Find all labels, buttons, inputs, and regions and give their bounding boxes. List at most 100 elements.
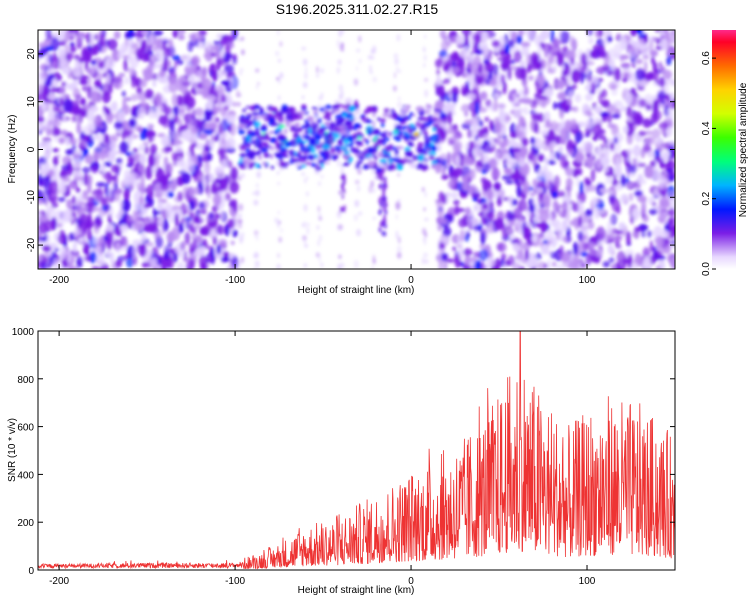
- heatmap-cell: [239, 157, 244, 163]
- heatmap-cell: [185, 54, 192, 68]
- heatmap-cell: [585, 253, 592, 266]
- heatmap-cell: [277, 30, 280, 36]
- heatmap-cell: [193, 172, 198, 183]
- heatmap-cell: [655, 236, 664, 250]
- heatmap-cell: [532, 178, 538, 188]
- heatmap-cell: [641, 231, 647, 238]
- heatmap-cell: [150, 143, 158, 156]
- heatmap-cell: [253, 251, 259, 259]
- heatmap-cell: [650, 160, 656, 168]
- heatmap-cell: [440, 39, 449, 52]
- heatmap-cell: [423, 236, 427, 246]
- heatmap-cell: [382, 149, 387, 155]
- heatmap-cell: [470, 192, 481, 198]
- heatmap-cell: [341, 47, 344, 52]
- heatmap-cell: [580, 71, 585, 84]
- heatmap-cell: [402, 115, 408, 122]
- heatmap-cell: [230, 166, 239, 181]
- heatmap-cell: [38, 254, 44, 261]
- heatmap-cell: [99, 124, 105, 129]
- heatmap-cell: [334, 100, 340, 103]
- heatmap-cell: [411, 155, 418, 159]
- heatmap-cell: [534, 79, 539, 88]
- heatmap-cell: [649, 240, 654, 253]
- heatmap-cell: [439, 110, 445, 120]
- heatmap-cell: [526, 30, 535, 42]
- heatmap-cell: [607, 123, 616, 129]
- heatmap-cell: [470, 217, 479, 224]
- heatmap-cell: [474, 101, 480, 116]
- heatmap-cell: [538, 236, 548, 241]
- heatmap-cell: [620, 174, 626, 188]
- heatmap-cell: [424, 191, 427, 198]
- heatmap-cell: [614, 239, 621, 249]
- heatmap-cell: [595, 226, 606, 241]
- heatmap-cell: [79, 131, 86, 140]
- heatmap-cell: [556, 53, 565, 67]
- heatmap-cell: [340, 133, 346, 140]
- heatmap-cell: [144, 241, 154, 247]
- heatmap-cell: [474, 134, 479, 142]
- heatmap-cell: [83, 204, 88, 213]
- heatmap-cell: [244, 125, 249, 130]
- heatmap-cell: [585, 133, 589, 138]
- heatmap-cell: [423, 77, 429, 82]
- heatmap-cell: [101, 205, 108, 212]
- heatmap-cell: [227, 114, 236, 124]
- heatmap-cell: [291, 116, 299, 121]
- heatmap-cell: [134, 33, 144, 38]
- heatmap-cell: [75, 187, 81, 194]
- heatmap-cell: [276, 263, 281, 269]
- heatmap-cell: [521, 137, 529, 147]
- heatmap-cell: [240, 256, 245, 264]
- heatmap-cell: [307, 115, 314, 122]
- heatmap-cell: [211, 69, 218, 81]
- heatmap-cell: [397, 96, 401, 101]
- heatmap-cell: [652, 61, 658, 73]
- heatmap-cell: [254, 162, 259, 169]
- heatmap-cell: [232, 229, 238, 238]
- heatmap-cell: [167, 162, 173, 174]
- heatmap-cell: [436, 84, 445, 97]
- heatmap-cell: [305, 191, 309, 197]
- heatmap-cell: [476, 128, 485, 139]
- heatmap-cell: [670, 78, 675, 87]
- heatmap-cell: [230, 240, 235, 245]
- heatmap-cell: [465, 207, 471, 215]
- heatmap-cell: [343, 139, 348, 145]
- heatmap-cell: [587, 184, 597, 192]
- heatmap-cell: [154, 92, 162, 105]
- heatmap-cell: [174, 145, 183, 153]
- heatmap-cell: [422, 252, 429, 258]
- heatmap-cell: [430, 145, 438, 152]
- heatmap-cell: [136, 86, 143, 94]
- heatmap-cell: [429, 155, 436, 161]
- heatmap-cell: [414, 121, 422, 128]
- heatmap-cell: [529, 192, 536, 197]
- heatmap-cell: [206, 186, 212, 200]
- heatmap-cell: [486, 188, 494, 200]
- heatmap-cell: [305, 149, 311, 153]
- heatmap-cell: [91, 266, 101, 269]
- heatmap-cell: [285, 114, 294, 121]
- heatmap-cell: [494, 123, 502, 134]
- heatmap-cell: [316, 66, 319, 74]
- heatmap-cell: [255, 130, 259, 135]
- heatmap-cell: [213, 135, 220, 142]
- heatmap-cell: [279, 118, 283, 123]
- heatmap-cell: [462, 180, 469, 192]
- heatmap-cell: [40, 262, 48, 269]
- heatmap-cell: [62, 115, 67, 122]
- heatmap-cell: [431, 160, 438, 166]
- heatmap-cell: [665, 150, 671, 158]
- heatmap-cell: [290, 139, 296, 142]
- heatmap-cell: [353, 116, 361, 120]
- heatmap-cell: [539, 210, 549, 224]
- heatmap-cell: [395, 230, 399, 240]
- heatmap-cell: [585, 118, 593, 130]
- snr-y-ticks: 0 200 400 600 800 1000: [12, 327, 675, 577]
- heatmap-cell: [637, 195, 647, 203]
- heatmap-cell: [584, 177, 591, 184]
